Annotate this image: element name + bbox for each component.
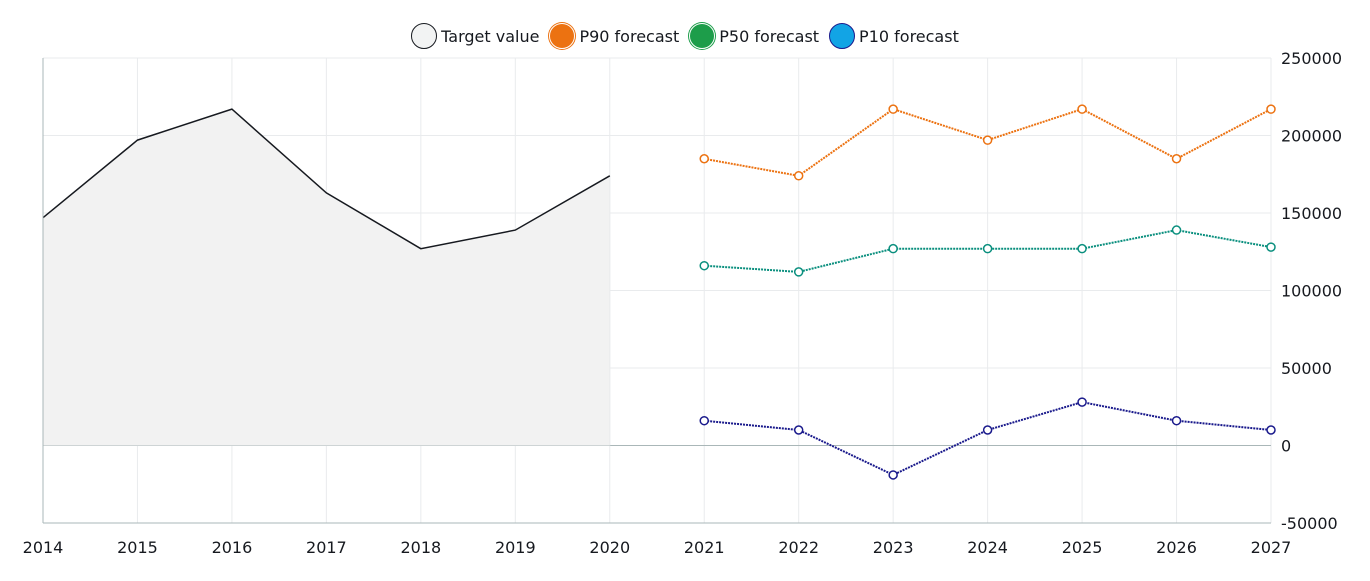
data-point-p90-forecast [982, 135, 993, 145]
data-point-p50-forecast [1266, 242, 1276, 252]
y-tick-label: 50000 [1281, 359, 1332, 378]
data-point-p90-forecast [1266, 104, 1276, 114]
legend-label-p10-forecast: P10 forecast [859, 26, 959, 46]
legend-label-p90-forecast: P90 forecast [579, 26, 680, 46]
y-tick-label: 0 [1281, 437, 1291, 456]
x-tick-label: 2017 [306, 538, 347, 557]
data-point-p10-forecast [793, 425, 804, 435]
data-point-p50-forecast [982, 243, 993, 254]
x-tick-label: 2019 [495, 538, 536, 557]
axes: 2014 2015 2016 2017 2018 2019 2020 2021 2022 2023… [23, 49, 1342, 557]
data-point-p10-forecast [1077, 397, 1087, 407]
series-line-target-value [42, 108, 611, 250]
x-tick-label: 2023 [873, 538, 914, 557]
x-tick-label: 2015 [117, 538, 158, 557]
data-point-p90-forecast [699, 154, 709, 164]
data-point-p90-forecast [1171, 154, 1182, 164]
x-tick-label: 2018 [400, 538, 441, 557]
legend-item-p50-forecast[interactable]: P50 forecast [689, 23, 819, 49]
data-point-p10-forecast [699, 415, 709, 426]
x-tick-label: 2025 [1062, 538, 1103, 557]
data-point-p50-forecast [1077, 243, 1087, 254]
data-point-p50-forecast [1171, 225, 1182, 235]
x-tick-label: 2026 [1156, 538, 1197, 557]
y-tick-label: 150000 [1281, 204, 1342, 223]
x-tick-label: 2024 [967, 538, 1008, 557]
y-tick-label: -50000 [1281, 514, 1338, 533]
legend-swatch-p90-forecast [549, 23, 576, 49]
legend-label-p50-forecast: P50 forecast [719, 26, 820, 46]
data-point-p50-forecast [793, 267, 804, 277]
legend-item-target-value[interactable]: Target value [411, 23, 539, 49]
legend-swatch-p10-forecast [829, 23, 856, 49]
legend-item-p90-forecast[interactable]: P90 forecast [549, 23, 679, 49]
data-point-p90-forecast [1077, 104, 1087, 114]
series-area-target-value [43, 109, 610, 446]
data-point-p50-forecast [699, 260, 709, 271]
data-point-p10-forecast [1266, 425, 1276, 435]
x-tick-label: 2022 [778, 538, 819, 557]
data-point-p50-forecast [888, 243, 898, 254]
x-tick-label: 2014 [23, 538, 64, 557]
data-point-p10-forecast [1171, 415, 1182, 426]
y-tick-label: 250000 [1281, 49, 1342, 68]
data-point-p90-forecast [888, 104, 898, 114]
y-tick-label: 200000 [1281, 127, 1342, 146]
legend-item-p10-forecast[interactable]: P10 forecast [829, 23, 959, 49]
legend-swatch-target-value [411, 23, 438, 49]
data-point-p10-forecast [888, 470, 898, 480]
x-tick-label: 2027 [1251, 538, 1292, 557]
y-tick-label: 100000 [1281, 282, 1342, 301]
data-point-p90-forecast [793, 171, 804, 181]
data-point-p10-forecast [982, 425, 993, 435]
series [42, 104, 1276, 480]
x-tick-label: 2016 [212, 538, 253, 557]
x-tick-label: 2021 [684, 538, 725, 557]
legend-swatch-p50-forecast [689, 23, 716, 49]
legend-label-target-value: Target value [441, 26, 540, 46]
chart-legend: Target value P90 forecast P50 forecast P… [0, 22, 1370, 50]
x-tick-label: 2020 [589, 538, 630, 557]
